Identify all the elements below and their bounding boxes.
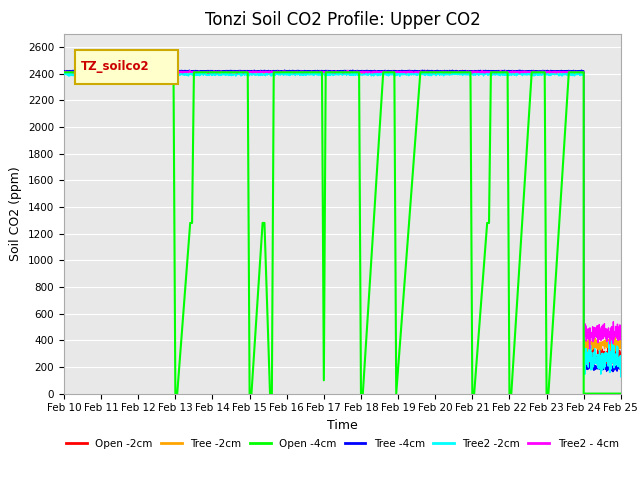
Legend: Open -2cm, Tree -2cm, Open -4cm, Tree -4cm, Tree2 -2cm, Tree2 - 4cm: Open -2cm, Tree -2cm, Open -4cm, Tree -4…	[62, 435, 623, 453]
Title: Tonzi Soil CO2 Profile: Upper CO2: Tonzi Soil CO2 Profile: Upper CO2	[205, 11, 480, 29]
Text: TZ_soilco2: TZ_soilco2	[81, 60, 149, 73]
Y-axis label: Soil CO2 (ppm): Soil CO2 (ppm)	[10, 166, 22, 261]
FancyBboxPatch shape	[75, 50, 178, 84]
X-axis label: Time: Time	[327, 419, 358, 432]
